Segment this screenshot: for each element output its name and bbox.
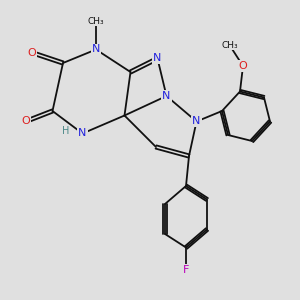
Text: N: N <box>92 44 100 55</box>
Text: N: N <box>192 116 201 127</box>
Text: N: N <box>162 91 171 101</box>
Text: CH₃: CH₃ <box>221 40 238 50</box>
Text: O: O <box>238 61 247 71</box>
Text: O: O <box>21 116 30 127</box>
Text: N: N <box>78 128 87 139</box>
Text: H: H <box>62 126 70 136</box>
Text: CH₃: CH₃ <box>88 16 104 26</box>
Text: F: F <box>183 265 189 275</box>
Text: O: O <box>27 47 36 58</box>
Text: N: N <box>153 53 162 64</box>
